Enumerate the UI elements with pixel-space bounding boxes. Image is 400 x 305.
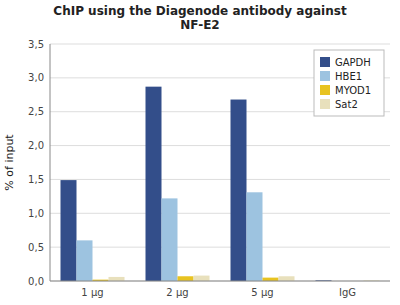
title: ChIP using the Diagenode antibody agains…: [53, 4, 347, 32]
legend-frame: [314, 50, 384, 116]
bar: [109, 277, 125, 281]
bar: [263, 278, 279, 281]
grid-line: [50, 247, 390, 248]
y-tick-label: 2,5: [28, 106, 44, 117]
grid-line: [50, 281, 390, 282]
bar: [279, 276, 295, 281]
y-axis-line: [50, 44, 51, 281]
grid-line: [50, 179, 390, 180]
bar: [146, 87, 162, 281]
legend-swatch: [320, 71, 330, 81]
legend-label: MYOD1: [335, 85, 371, 96]
y-tick-label: 2,0: [28, 140, 44, 151]
bar: [194, 276, 210, 281]
y-axis-label: % of input: [3, 134, 16, 191]
bar: [77, 240, 93, 281]
y-tick-label: 3,0: [28, 72, 44, 83]
legend-label: GAPDH: [335, 57, 371, 68]
x-tick-label: IgG: [339, 287, 356, 298]
y-tick-label: 0,0: [28, 276, 44, 287]
grid-line: [50, 145, 390, 146]
x-tick-label: 1 μg: [81, 287, 103, 298]
bar: [61, 180, 77, 281]
chart: ChIP using the Diagenode antibody agains…: [0, 0, 400, 305]
bar: [231, 100, 247, 281]
x-axis-line: [50, 281, 390, 282]
legend-swatch: [320, 99, 330, 109]
grid: [50, 44, 390, 281]
legend: GAPDH HBE1 MYOD1 Sat2: [314, 50, 384, 116]
legend-swatch: [320, 85, 330, 95]
legend-label: HBE1: [335, 71, 362, 82]
legend-swatch: [320, 57, 330, 67]
bar: [162, 198, 178, 281]
grid-line: [50, 44, 390, 45]
y-tick-label: 3,5: [28, 39, 44, 50]
legend-label: Sat2: [335, 99, 358, 110]
grid-line: [50, 213, 390, 214]
x-tick-label: 5 μg: [251, 287, 273, 298]
bar: [178, 276, 194, 281]
y-tick-label: 1,0: [28, 208, 44, 219]
bar: [247, 192, 263, 281]
chart-container: ChIP using the Diagenode antibody agains…: [0, 0, 400, 305]
y-tick-label: 1,5: [28, 174, 44, 185]
y-tick-label: 0,5: [28, 242, 44, 253]
x-tick-label: 2 μg: [166, 287, 188, 298]
